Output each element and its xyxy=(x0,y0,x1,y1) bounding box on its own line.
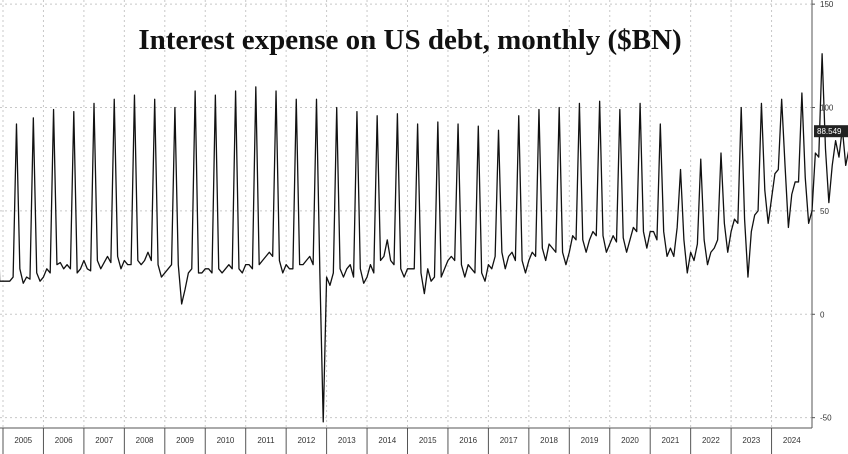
year-label: 2018 xyxy=(540,436,558,445)
year-label: 2017 xyxy=(500,436,518,445)
year-label: 2014 xyxy=(378,436,396,445)
grid xyxy=(0,0,812,428)
year-label: 2006 xyxy=(55,436,73,445)
last-value-box xyxy=(814,125,848,138)
year-label: 2024 xyxy=(783,436,801,445)
last-value-label: 88.549 xyxy=(814,125,848,138)
year-label: 2008 xyxy=(136,436,154,445)
year-label: 2023 xyxy=(742,436,760,445)
year-label: 2007 xyxy=(95,436,113,445)
last-value-text: 88.549 xyxy=(817,127,842,136)
x-year-labels: 2005 2006 2007 2008 2009 2010 2011 2012 2013 2014… xyxy=(2,428,801,454)
year-label: 2011 xyxy=(257,436,275,445)
year-label: 2010 xyxy=(217,436,235,445)
year-label: 2020 xyxy=(621,436,639,445)
year-label: 2022 xyxy=(702,436,720,445)
y-tick-label: 50 xyxy=(820,207,829,216)
y-tick-label: 0 xyxy=(820,310,825,319)
year-label: 2015 xyxy=(419,436,437,445)
year-label: 2016 xyxy=(459,436,477,445)
year-label: 2012 xyxy=(297,436,315,445)
year-label: 2019 xyxy=(581,436,599,445)
y-tick-label: 150 xyxy=(820,0,834,9)
year-label: 2005 xyxy=(14,436,32,445)
y-tick-label: -50 xyxy=(820,414,832,423)
year-label: 2013 xyxy=(338,436,356,445)
y-tick-label: 100 xyxy=(820,104,834,113)
chart-title: Interest expense on US debt, monthly ($B… xyxy=(138,24,681,56)
year-label: 2021 xyxy=(662,436,680,445)
series-line xyxy=(0,53,848,423)
year-label: 2009 xyxy=(176,436,194,445)
